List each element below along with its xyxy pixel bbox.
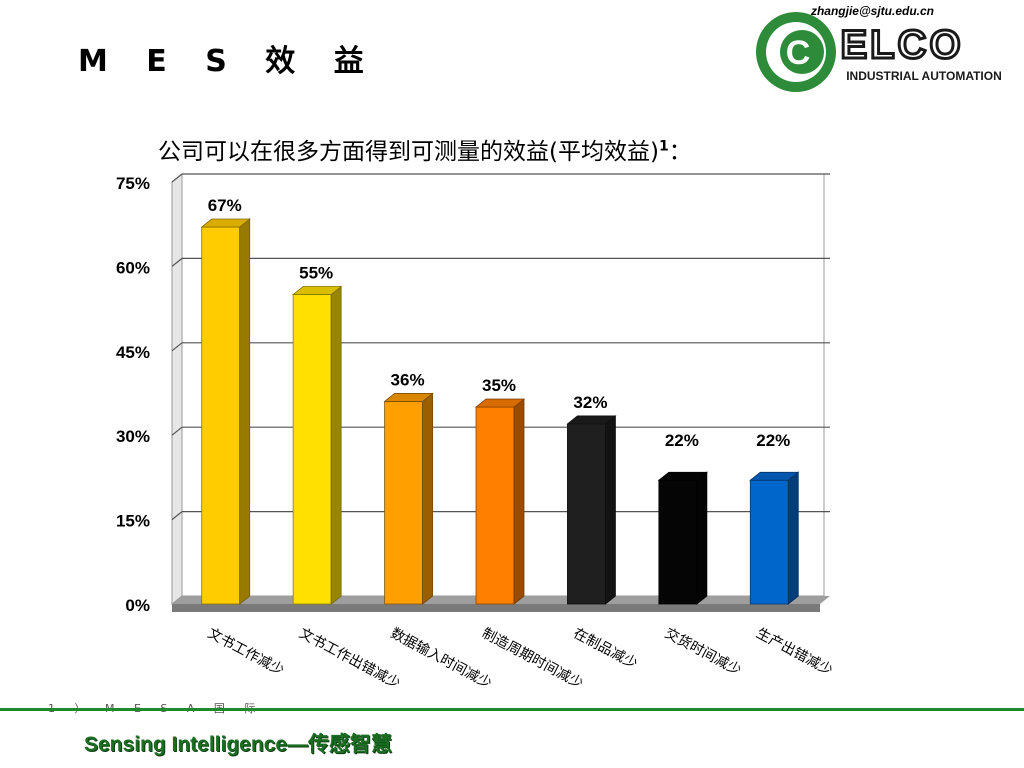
bar-side — [422, 392, 433, 605]
bar-top — [657, 471, 708, 481]
footer-tagline: Sensing Intelligence—传感智慧 — [84, 733, 393, 756]
bar-top — [292, 286, 343, 295]
data-label: 22% — [756, 431, 790, 450]
logo-c-letter: C — [786, 34, 811, 72]
data-label: 67% — [208, 196, 242, 215]
bar-side — [513, 398, 525, 605]
x-category-label: 文书工作出错减少 — [296, 625, 402, 692]
x-category-label: 交货时间减少 — [662, 625, 744, 679]
data-label: 55% — [299, 264, 333, 283]
subtitle-text: 公司可以在很多方面得到可测量的效益(平均效益) — [158, 139, 659, 165]
bar-top — [474, 398, 526, 408]
bar-top — [749, 471, 800, 481]
gridline-side — [171, 426, 183, 436]
y-tick-label: 75% — [116, 174, 150, 193]
bar-side — [696, 471, 708, 605]
y-tick-label: 15% — [116, 512, 150, 531]
x-category-label: 生产出错减少 — [753, 625, 835, 679]
bar — [749, 479, 789, 605]
gridline-side — [171, 342, 183, 352]
footer-divider — [0, 708, 1024, 711]
x-category-label: 制造周期时间减少 — [479, 625, 585, 692]
y-tick-label: 45% — [116, 343, 150, 362]
bar — [475, 406, 515, 605]
chart-subtitle: 公司可以在很多方面得到可测量的效益(平均效益)1： — [158, 132, 692, 166]
bar-top — [200, 218, 251, 228]
footnote-marker: 1 — [658, 138, 669, 155]
plot-floor-front — [172, 604, 820, 612]
bar — [201, 226, 241, 605]
bar-side — [605, 415, 616, 605]
bar — [658, 479, 698, 605]
y-tick-label: 0% — [125, 596, 150, 615]
gridline-side — [171, 511, 183, 521]
bar-top — [566, 415, 617, 425]
y-tick-label: 30% — [116, 427, 150, 446]
bar — [567, 423, 606, 605]
bar-side — [239, 218, 251, 605]
bar-side — [787, 471, 799, 605]
gridline-side — [171, 257, 183, 267]
plot-side-wall — [171, 172, 183, 606]
subtitle-tail: ： — [668, 139, 692, 165]
bar-side — [330, 285, 342, 605]
data-label: 32% — [573, 393, 607, 412]
page-title: M E S 效 益 — [78, 44, 378, 79]
elco-logo: C ELCO INDUSTRIAL AUTOMATION — [756, 12, 1002, 92]
bar — [384, 401, 423, 605]
data-label: 35% — [482, 376, 516, 395]
email-address: zhangjie@sjtu.edu.cn — [810, 4, 934, 18]
bar-top — [383, 393, 434, 402]
x-category-label: 文书工作减少 — [205, 625, 287, 679]
y-tick-label: 60% — [116, 258, 150, 277]
gridline-side — [171, 173, 183, 183]
bar — [292, 294, 332, 605]
logo-word: ELCO — [840, 23, 963, 67]
logo-subtitle: INDUSTRIAL AUTOMATION — [846, 69, 1002, 83]
benefits-bar-chart: 0% 15% 30% 45% 60% 75% 67% 文书工作减少 55% 文书工作出错减少 36%… — [116, 172, 835, 692]
x-category-label: 数据输入时间减少 — [388, 625, 494, 692]
x-category-label: 在制品减少 — [571, 625, 640, 672]
data-label: 22% — [665, 431, 699, 450]
data-label: 36% — [391, 370, 425, 389]
